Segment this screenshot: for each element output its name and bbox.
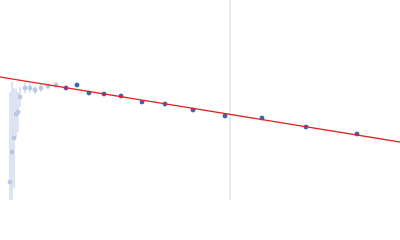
data-point <box>222 113 228 119</box>
data-point <box>7 179 13 185</box>
data-point <box>27 85 33 91</box>
data-point <box>32 87 38 93</box>
chart <box>0 0 400 200</box>
page: {"chart_data": {"type": "scatter", "xlim… <box>0 0 400 200</box>
data-point <box>15 109 21 115</box>
data-point <box>17 94 23 100</box>
fit-line <box>0 76 400 143</box>
data-point <box>22 85 28 91</box>
data-point <box>9 149 15 155</box>
data-point <box>74 82 80 88</box>
data-point <box>38 85 44 91</box>
data-point <box>11 135 17 141</box>
